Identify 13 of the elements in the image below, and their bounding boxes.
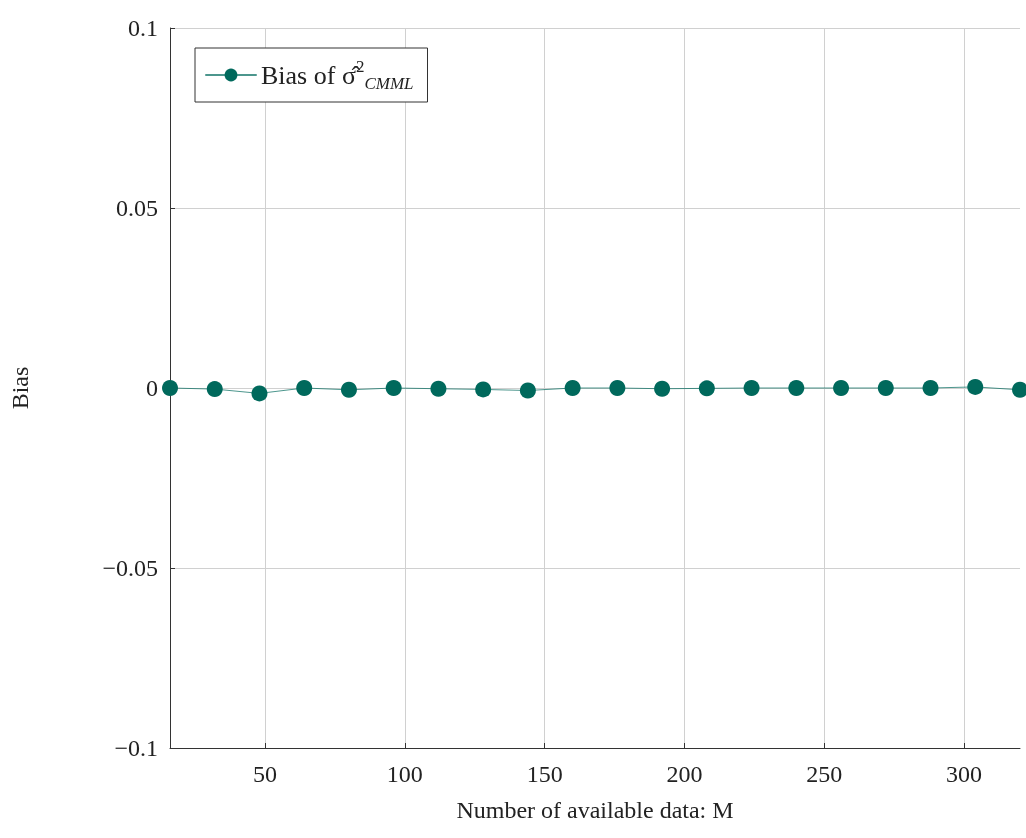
x-tick-label: 150: [526, 761, 563, 787]
x-axis-title: Number of available data: M: [456, 797, 734, 823]
x-tick-label: 100: [386, 761, 423, 787]
x-tick-label: 300: [946, 761, 983, 787]
x-tick-label: 200: [666, 761, 703, 787]
x-tick-label: 250: [806, 761, 843, 787]
y-axis-title: Bias: [7, 366, 33, 410]
y-tick-label: −0.05: [102, 555, 158, 581]
y-tick-label: 0.1: [128, 15, 158, 41]
x-tick-label: 50: [253, 761, 278, 787]
y-tick-label: 0.05: [116, 195, 158, 221]
y-tick-label: −0.1: [114, 735, 158, 761]
y-tick-label: 0: [146, 375, 158, 401]
